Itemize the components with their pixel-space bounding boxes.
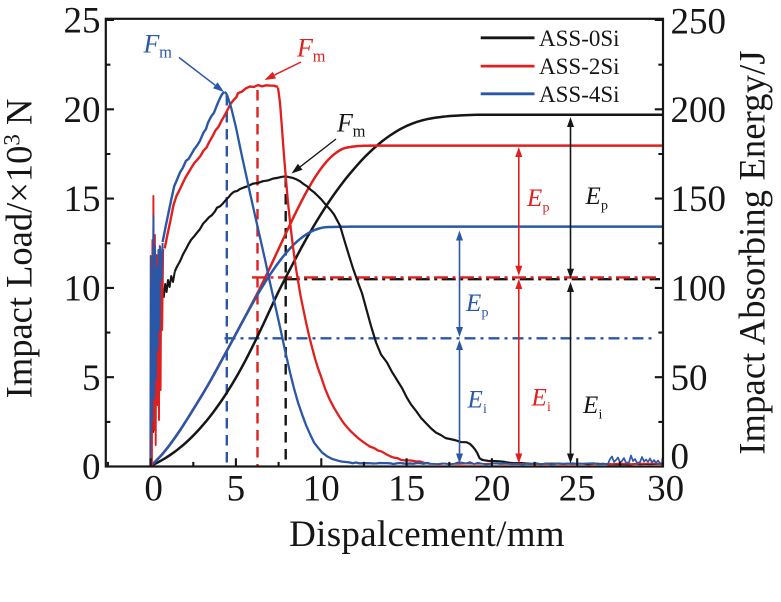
svg-text:E: E — [465, 290, 481, 317]
svg-text:E: E — [582, 392, 598, 419]
svg-text:m: m — [159, 43, 172, 62]
svg-text:p: p — [601, 199, 608, 214]
svg-text:m: m — [313, 46, 326, 65]
svg-text:E: E — [531, 385, 547, 412]
svg-text:p: p — [482, 306, 489, 321]
svg-text:150: 150 — [671, 179, 727, 220]
svg-text:F: F — [336, 109, 354, 138]
svg-text:25: 25 — [64, 1, 101, 42]
svg-text:100: 100 — [671, 269, 727, 310]
svg-text:Dispalcement/mm: Dispalcement/mm — [289, 514, 565, 555]
svg-text:Impact Load/×103 N: Impact Load/×103 N — [0, 99, 40, 399]
svg-text:m: m — [353, 122, 366, 141]
svg-text:i: i — [599, 408, 603, 423]
svg-text:20: 20 — [473, 469, 510, 510]
svg-text:250: 250 — [671, 2, 727, 43]
svg-text:200: 200 — [671, 90, 727, 131]
svg-text:50: 50 — [671, 358, 708, 399]
svg-text:F: F — [143, 30, 161, 59]
svg-text:E: E — [467, 387, 483, 414]
svg-text:20: 20 — [64, 90, 101, 131]
svg-text:5: 5 — [227, 469, 246, 510]
svg-text:10: 10 — [64, 269, 101, 310]
svg-text:15: 15 — [388, 469, 425, 510]
svg-text:30: 30 — [647, 469, 684, 510]
svg-text:p: p — [543, 201, 550, 216]
svg-text:i: i — [547, 400, 551, 415]
svg-text:F: F — [296, 33, 314, 62]
svg-text:i: i — [483, 402, 487, 417]
svg-text:0: 0 — [144, 469, 163, 510]
svg-text:0: 0 — [671, 437, 690, 478]
svg-text:ASS-2Si: ASS-2Si — [539, 54, 620, 79]
svg-text:ASS-0Si: ASS-0Si — [539, 26, 620, 51]
svg-text:15: 15 — [64, 179, 101, 220]
svg-text:E: E — [526, 185, 542, 212]
svg-text:5: 5 — [82, 358, 101, 399]
svg-text:10: 10 — [303, 469, 340, 510]
svg-text:E: E — [585, 183, 601, 210]
svg-text:ASS-4Si: ASS-4Si — [539, 82, 620, 107]
svg-text:25: 25 — [559, 469, 596, 510]
svg-text:0: 0 — [82, 447, 101, 488]
svg-text:Impact Absorbing Energy/J: Impact Absorbing Energy/J — [732, 50, 773, 455]
